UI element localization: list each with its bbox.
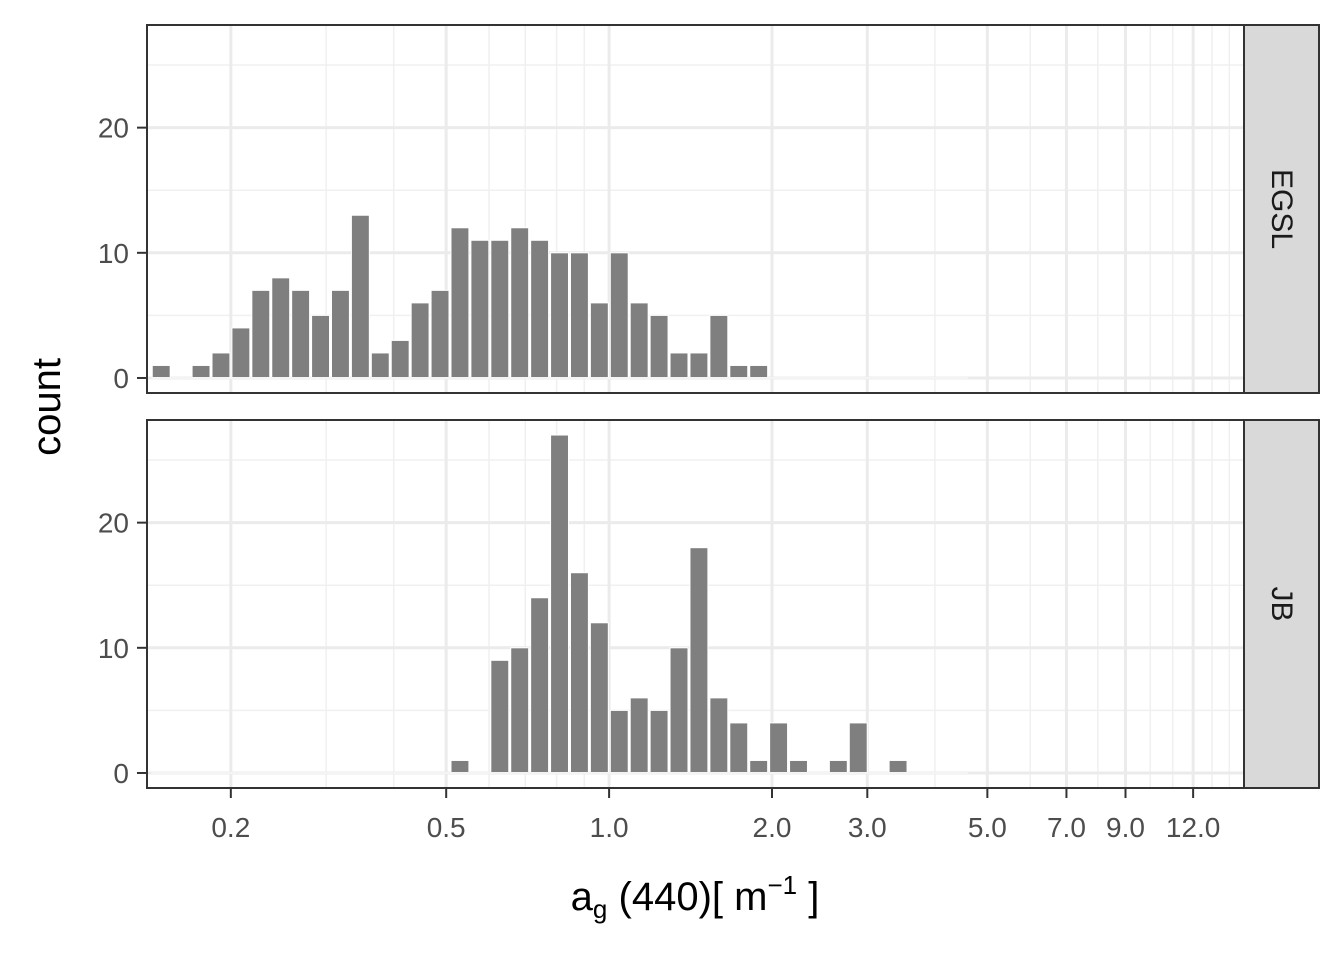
histogram-bar (251, 289, 271, 379)
histogram-bar (888, 759, 908, 774)
histogram-bar (589, 302, 609, 379)
facet-strip-label: EGSL (1265, 169, 1298, 249)
y-tick-label: 10 (98, 633, 129, 664)
histogram-bar (370, 352, 390, 379)
x-tick-label: 0.2 (211, 812, 250, 843)
histogram-bar (789, 759, 808, 774)
histogram-bar (550, 434, 569, 774)
histogram-bar (769, 722, 789, 774)
histogram-bar (430, 289, 450, 379)
histogram-bar (749, 364, 769, 379)
histogram-bar (729, 364, 749, 379)
histogram-bar (410, 302, 430, 379)
histogram-bar (709, 314, 729, 379)
facet-strip (1243, 419, 1320, 789)
histogram-bar (749, 759, 769, 774)
histogram-bar (330, 289, 350, 379)
histogram-bar (191, 364, 211, 379)
histogram-bar (689, 547, 709, 774)
x-axis: 0.2 0.5 1.0 2.0 3.0 5.0 7.0 9.0 12.0 (211, 788, 1220, 843)
x-tick-label: 2.0 (753, 812, 792, 843)
histogram-bar (609, 252, 629, 379)
histogram-bar (151, 364, 171, 379)
histogram-bar (390, 339, 410, 379)
x-tick-label: 12.0 (1166, 812, 1221, 843)
histogram-bar (629, 697, 649, 774)
histogram-bar (510, 227, 530, 379)
panels-layer: 0 10 20 EGSL 0 10 20 JB (98, 24, 1320, 789)
histogram-bar (689, 352, 709, 379)
histogram-bar (649, 709, 669, 774)
histogram-bar (530, 239, 550, 379)
histogram-bar (669, 352, 689, 379)
histogram-bar (550, 252, 569, 379)
y-tick-label: 0 (113, 758, 129, 789)
histogram-bar (530, 597, 550, 774)
histogram-bar (828, 759, 848, 774)
histogram-bar (470, 239, 490, 379)
histogram-bar (231, 327, 251, 379)
facet-strip-label: JB (1265, 586, 1298, 621)
histogram-bar (350, 214, 370, 379)
panel-jb: 0 10 20 JB (98, 419, 1320, 789)
histogram-bar (729, 722, 749, 774)
y-tick-label: 20 (98, 508, 129, 539)
y-tick-label: 0 (113, 363, 129, 394)
histogram-bar (569, 252, 589, 379)
histogram-bar (271, 277, 291, 379)
histogram-bar (709, 697, 729, 774)
y-axis-title: count (25, 358, 69, 456)
histogram-bar (450, 227, 470, 379)
x-tick-label: 9.0 (1106, 812, 1145, 843)
x-tick-label: 1.0 (590, 812, 629, 843)
y-tick-label: 10 (98, 238, 129, 269)
x-axis-title-base: a (571, 875, 594, 919)
histogram-bar (311, 314, 330, 379)
histogram-bar (669, 647, 689, 774)
x-tick-label: 3.0 (848, 812, 887, 843)
histogram-bar (291, 289, 311, 379)
histogram-bar (609, 709, 629, 774)
histogram-bar (490, 659, 510, 774)
facet-strip (1243, 24, 1320, 394)
x-axis-title-superscript: −1 (767, 870, 797, 900)
histogram-bar (450, 759, 470, 774)
histogram-bar (589, 622, 609, 774)
x-tick-label: 5.0 (968, 812, 1007, 843)
x-tick-label: 0.5 (427, 812, 466, 843)
x-axis-title-mid: (440)[ m (607, 875, 767, 919)
x-axis-title: ag (440)[ m−1 ] (571, 870, 820, 924)
x-axis-title-subscript: g (593, 894, 607, 924)
histogram-bar (629, 302, 649, 379)
x-tick-label: 7.0 (1047, 812, 1086, 843)
histogram-bar (490, 239, 510, 379)
x-axis-title-end: ] (797, 875, 819, 919)
histogram-bar (848, 722, 868, 774)
histogram-bar (649, 314, 669, 379)
y-tick-label: 20 (98, 113, 129, 144)
histogram-bar (211, 352, 231, 379)
panel-egsl: 0 10 20 EGSL (98, 24, 1320, 394)
histogram-bar (510, 647, 530, 774)
histogram-bar (569, 572, 589, 774)
